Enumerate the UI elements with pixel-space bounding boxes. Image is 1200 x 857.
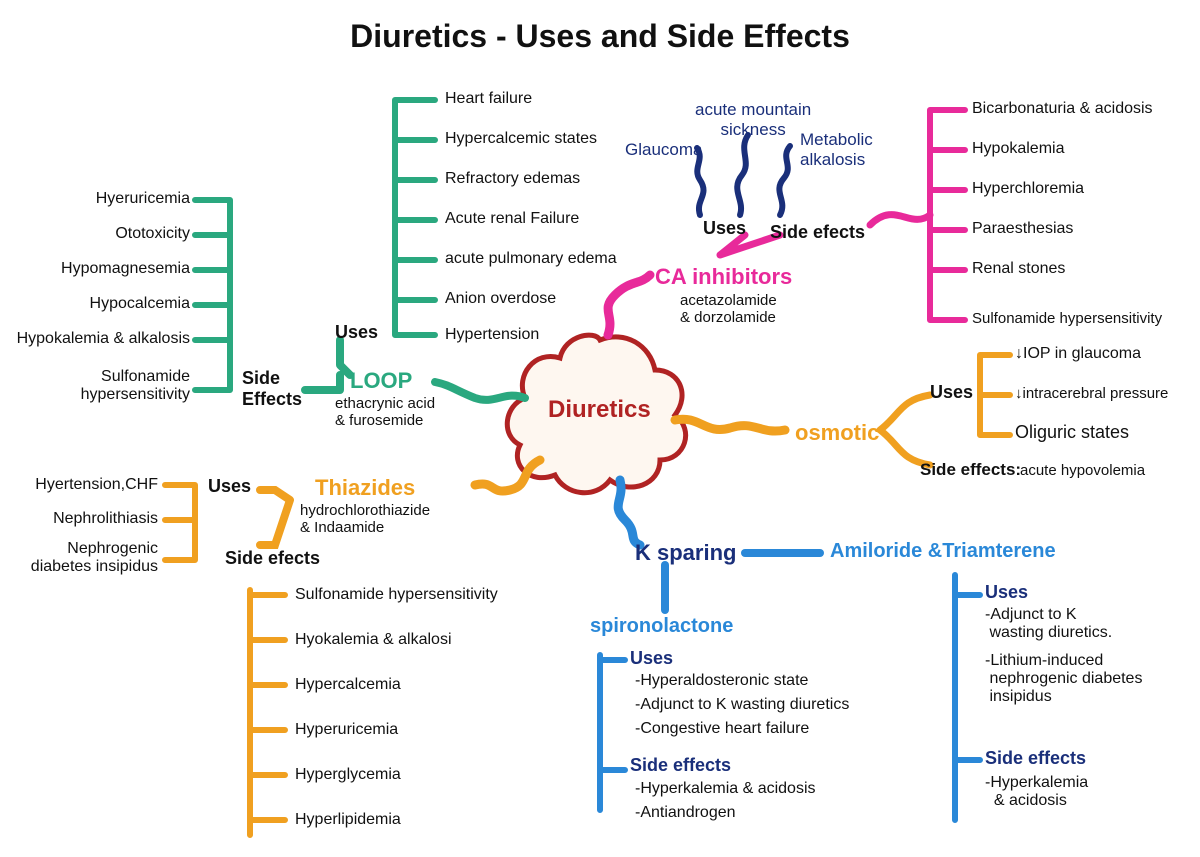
ca-use-2: Metabolic alkalosis: [800, 130, 873, 170]
ca-side-5: Sulfonamide hypersensitivity: [972, 310, 1162, 327]
amiloride-side-0: -Hyperkalemia & acidosis: [985, 774, 1088, 810]
loop-use-0: Heart failure: [445, 90, 532, 108]
osmotic-use-0: ↓IOP in glaucoma: [1015, 345, 1141, 363]
ca-use-squiggle-2: [737, 135, 748, 215]
osmotic-side-text: acute hypovolemia: [1020, 462, 1145, 479]
thiazide-drugs: hydrochlorothiazide & Indaamide: [300, 502, 430, 536]
thiazide-name: Thiazides: [315, 475, 415, 501]
ca-uses-label: Uses: [703, 218, 746, 239]
spiro-side-0: -Hyperkalemia & acidosis: [635, 780, 816, 798]
ca-side-bracket: [930, 110, 965, 320]
loop-use-2: Refractory edemas: [445, 170, 580, 188]
ca-side-4: Renal stones: [972, 260, 1065, 278]
loop-side-5: Sulfonamide hypersensitivity: [60, 368, 190, 404]
ca-use-squiggle-3: [779, 146, 790, 215]
amiloride-side-label: Side effects: [985, 748, 1086, 769]
ca-connector: [608, 275, 650, 335]
loop-side-1: Ototoxicity: [75, 225, 190, 243]
spiro-use-2: -Congestive heart failure: [635, 720, 809, 738]
thiazide-side-1: Hyokalemia & alkalosi: [295, 631, 452, 649]
spiro-name: spironolactone: [590, 615, 733, 638]
thiazide-uses-bracket: [165, 485, 195, 560]
thiazide-side-0: Sulfonamide hypersensitivity: [295, 586, 498, 604]
ca-side-3: Paraesthesias: [972, 220, 1073, 238]
osmotic-use-2: Oliguric states: [1015, 422, 1129, 443]
ca-drugs: acetazolamide & dorzolamide: [680, 292, 777, 326]
thiazide-side-2: Hypercalcemia: [295, 676, 401, 694]
loop-use-5: Anion overdose: [445, 290, 556, 308]
loop-split: [305, 340, 350, 390]
amiloride-bracket: [955, 575, 980, 820]
ca-name: CA inhibitors: [655, 264, 792, 290]
amiloride-name: Amiloride &Triamterene: [830, 540, 1056, 563]
ksparing-connector: [618, 480, 640, 545]
spiro-side-1: -Antiandrogen: [635, 804, 736, 822]
ca-use-1: acute mountain sickness: [695, 100, 811, 140]
loop-name: LOOP: [350, 368, 412, 394]
thiazide-uses-label: Uses: [208, 476, 251, 497]
osmotic-uses-label: Uses: [930, 382, 973, 403]
osmotic-use-1: ↓intracerebral pressure: [1015, 385, 1168, 402]
thiazide-split: [260, 490, 290, 545]
osmotic-name: osmotic: [795, 420, 879, 446]
loop-use-3: Acute renal Failure: [445, 210, 579, 228]
loop-connector: [435, 382, 525, 400]
spiro-bracket: [600, 655, 625, 810]
thiazide-side-label: Side efects: [225, 548, 320, 569]
spiro-use-1: -Adjunct to K wasting diuretics: [635, 696, 849, 714]
loop-side-0: Hyeruricemia: [75, 190, 190, 208]
ca-use-0: Glaucoma: [625, 140, 702, 160]
amiloride-use-0: -Adjunct to K wasting diuretics.: [985, 606, 1112, 642]
spiro-uses-label: Uses: [630, 648, 673, 669]
loop-use-4: acute pulmonary edema: [445, 250, 617, 268]
spiro-use-0: -Hyperaldosteronic state: [635, 672, 808, 690]
thiazide-side-3: Hyperuricemia: [295, 721, 398, 739]
ca-side-0: Bicarbonaturia & acidosis: [972, 100, 1153, 118]
spiro-side-label: Side effects: [630, 755, 731, 776]
loop-side-3: Hypocalcemia: [60, 295, 190, 313]
loop-use-6: Hypertension: [445, 326, 539, 344]
osmotic-connector: [675, 419, 785, 431]
ca-side-1: Hypokalemia: [972, 140, 1064, 158]
ca-side-link: [870, 215, 930, 225]
ksparing-name: K sparing: [635, 540, 736, 566]
loop-drugs: ethacrynic acid & furosemide: [335, 395, 435, 429]
thiazide-side-4: Hyperglycemia: [295, 766, 401, 784]
diagram-stage: Diuretics - Uses and Side Effects Diuret…: [0, 0, 1200, 857]
osmotic-uses-bracket: [980, 355, 1010, 435]
osmotic-split: [880, 395, 930, 465]
thiazide-use-0: Hyertension,CHF: [18, 476, 158, 494]
ca-side-2: Hyperchloremia: [972, 180, 1084, 198]
thiazide-connector: [475, 460, 540, 491]
osmotic-side-label: Side effects:: [920, 460, 1021, 480]
amiloride-use-1: -Lithium-induced nephrogenic diabetes in…: [985, 652, 1142, 706]
loop-uses-bracket: [395, 100, 435, 335]
loop-side-label: Side Effects: [242, 368, 302, 410]
loop-side-bracket: [195, 200, 230, 390]
loop-side-4: Hypokalemia & alkalosis: [10, 330, 190, 348]
amiloride-uses-label: Uses: [985, 582, 1028, 603]
ca-side-label: Side efects: [770, 222, 865, 243]
center-label: Diuretics: [548, 396, 651, 424]
thiazide-side-bracket: [250, 590, 285, 835]
thiazide-side-5: Hyperlipidemia: [295, 811, 401, 829]
thiazide-use-1: Nephrolithiasis: [18, 510, 158, 528]
loop-use-1: Hypercalcemic states: [445, 130, 597, 148]
loop-uses-label: Uses: [335, 322, 378, 343]
loop-side-2: Hypomagnesemia: [40, 260, 190, 278]
thiazide-use-2: Nephrogenic diabetes insipidus: [18, 540, 158, 576]
page-title: Diuretics - Uses and Side Effects: [0, 18, 1200, 55]
